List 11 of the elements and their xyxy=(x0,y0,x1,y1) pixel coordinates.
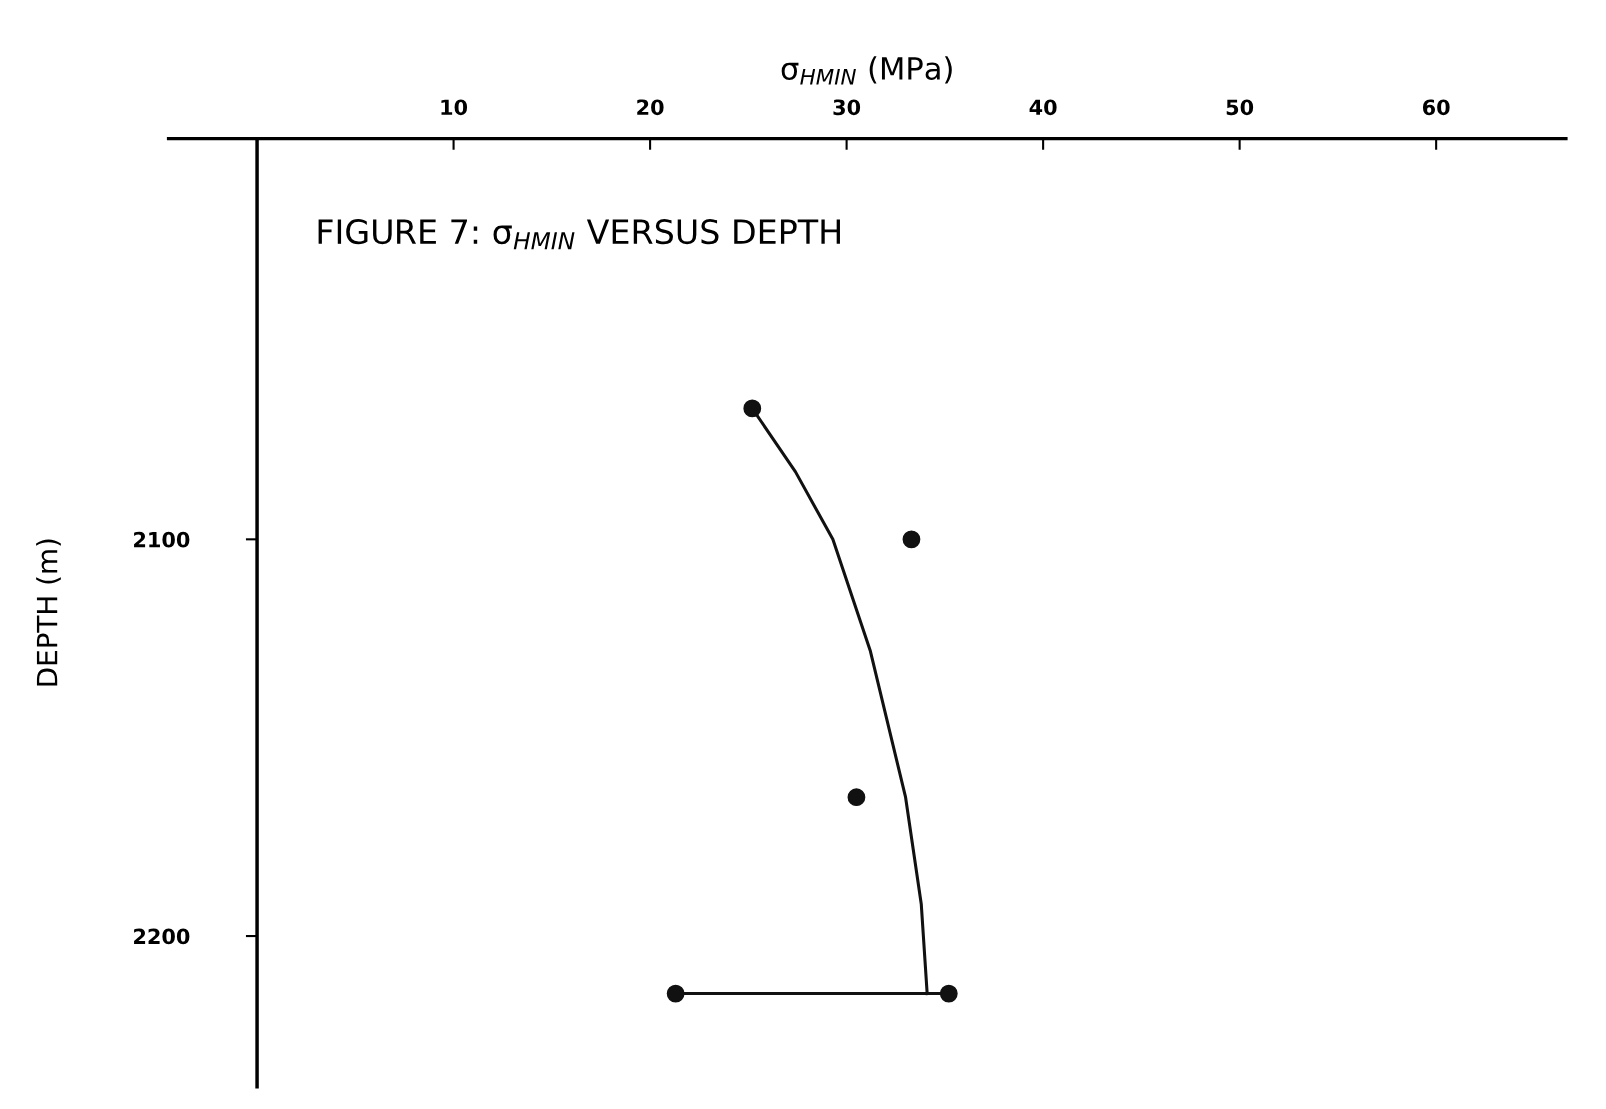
x-tick-label: 10 xyxy=(441,99,468,116)
x-tick-label: 60 xyxy=(1422,99,1450,116)
text: FIGURE 7: σ$_{HMIN}$ VERSUS DEPTH xyxy=(318,219,840,250)
x-tick-label: 20 xyxy=(637,99,664,116)
x-axis-title: σ$_{HMIN}$ (MPa) xyxy=(781,56,952,85)
y-axis-title: DEPTH (m) xyxy=(36,539,61,686)
x-tick-label: 40 xyxy=(1029,99,1057,116)
x-tick-label: 50 xyxy=(1226,99,1254,116)
y-tick-label: 2200 xyxy=(134,928,190,945)
x-tick-label: 30 xyxy=(833,99,861,116)
y-tick-label: 2100 xyxy=(134,531,190,548)
